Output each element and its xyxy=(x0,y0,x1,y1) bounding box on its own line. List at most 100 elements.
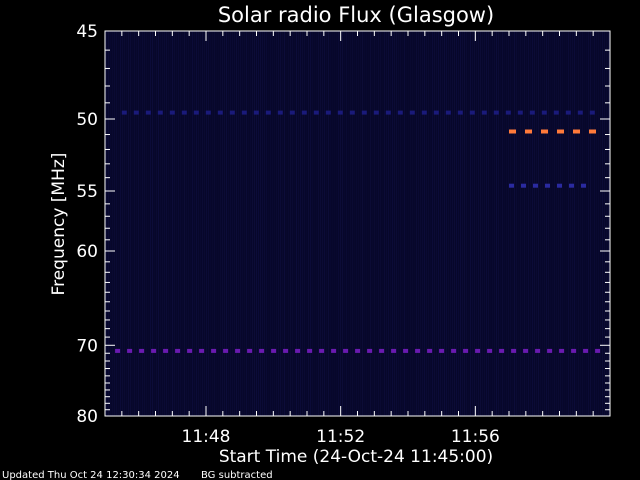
feature-segment xyxy=(571,348,577,353)
texture-streak xyxy=(186,31,187,416)
texture-streak xyxy=(188,31,189,416)
texture-streak xyxy=(250,31,251,416)
texture-streak xyxy=(256,31,257,416)
texture-streak xyxy=(562,31,563,416)
feature-segment xyxy=(565,110,571,115)
feature-segment xyxy=(121,110,127,115)
texture-streak xyxy=(318,31,319,416)
texture-streak xyxy=(242,31,243,416)
texture-streak xyxy=(398,31,399,416)
texture-streak xyxy=(534,31,535,416)
texture-streak xyxy=(294,31,295,416)
texture-streak xyxy=(462,31,463,416)
texture-streak xyxy=(442,31,443,416)
feature-segment xyxy=(217,110,223,115)
texture-streak xyxy=(248,31,249,416)
texture-streak xyxy=(430,31,431,416)
feature-segment xyxy=(557,183,562,188)
texture-streak xyxy=(590,31,591,416)
feature-segment xyxy=(229,110,235,115)
texture-streak xyxy=(522,31,523,416)
texture-streak xyxy=(458,31,459,416)
texture-streak xyxy=(360,31,361,416)
texture-streak xyxy=(422,31,423,416)
feature-segment xyxy=(533,183,538,188)
texture-streak xyxy=(120,31,121,416)
texture-streak xyxy=(384,31,385,416)
feature-segment xyxy=(439,348,445,353)
texture-streak xyxy=(204,31,205,416)
texture-streak xyxy=(164,31,165,416)
texture-streak xyxy=(304,31,305,416)
texture-streak xyxy=(190,31,191,416)
chart-title: Solar radio Flux (Glasgow) xyxy=(218,3,494,27)
texture-streak xyxy=(224,31,225,416)
texture-streak xyxy=(208,31,209,416)
y-tick-label: 70 xyxy=(76,336,98,356)
texture-streak xyxy=(342,31,343,416)
texture-streak xyxy=(448,31,449,416)
texture-streak xyxy=(346,31,347,416)
texture-streak xyxy=(236,31,237,416)
texture-streak xyxy=(252,31,253,416)
texture-streak xyxy=(144,31,145,416)
texture-streak xyxy=(198,31,199,416)
feature-segment xyxy=(559,348,565,353)
feature-segment xyxy=(193,110,199,115)
texture-streak xyxy=(324,31,325,416)
texture-streak xyxy=(454,31,455,416)
texture-streak xyxy=(556,31,557,416)
feature-segment xyxy=(553,110,559,115)
texture-streak xyxy=(460,31,461,416)
texture-streak xyxy=(282,31,283,416)
texture-streak xyxy=(206,31,207,416)
texture-streak xyxy=(568,31,569,416)
texture-streak xyxy=(300,31,301,416)
texture-streak xyxy=(600,31,601,416)
feature-segment xyxy=(307,348,313,353)
texture-streak xyxy=(112,31,113,416)
texture-streak xyxy=(530,31,531,416)
texture-streak xyxy=(122,31,123,416)
texture-streak xyxy=(490,31,491,416)
texture-streak xyxy=(366,31,367,416)
texture-streak xyxy=(344,31,345,416)
texture-streak xyxy=(306,31,307,416)
texture-streak xyxy=(238,31,239,416)
texture-streak xyxy=(108,31,109,416)
texture-streak xyxy=(412,31,413,416)
texture-streak xyxy=(608,31,609,416)
texture-streak xyxy=(328,31,329,416)
texture-streak xyxy=(406,31,407,416)
feature-segment xyxy=(535,348,541,353)
texture-streak xyxy=(604,31,605,416)
texture-streak xyxy=(586,31,587,416)
texture-streak xyxy=(128,31,129,416)
texture-streak xyxy=(202,31,203,416)
bg-subtracted-note: BG subtracted xyxy=(201,470,273,480)
texture-streak xyxy=(340,31,341,416)
feature-segment xyxy=(509,129,516,134)
texture-streak xyxy=(520,31,521,416)
texture-streak xyxy=(388,31,389,416)
texture-streak xyxy=(428,31,429,416)
feature-segment xyxy=(493,110,499,115)
texture-streak xyxy=(410,31,411,416)
texture-streak xyxy=(170,31,171,416)
texture-streak xyxy=(258,31,259,416)
texture-streak xyxy=(142,31,143,416)
texture-streak xyxy=(278,31,279,416)
texture-streak xyxy=(536,31,537,416)
texture-streak xyxy=(450,31,451,416)
texture-streak xyxy=(358,31,359,416)
y-tick-label: 80 xyxy=(76,407,98,427)
texture-streak xyxy=(380,31,381,416)
texture-streak xyxy=(118,31,119,416)
feature-segment xyxy=(475,348,481,353)
feature-segment xyxy=(521,183,526,188)
texture-streak xyxy=(424,31,425,416)
texture-streak xyxy=(268,31,269,416)
feature-segment xyxy=(253,110,259,115)
texture-streak xyxy=(438,31,439,416)
texture-streak xyxy=(518,31,519,416)
